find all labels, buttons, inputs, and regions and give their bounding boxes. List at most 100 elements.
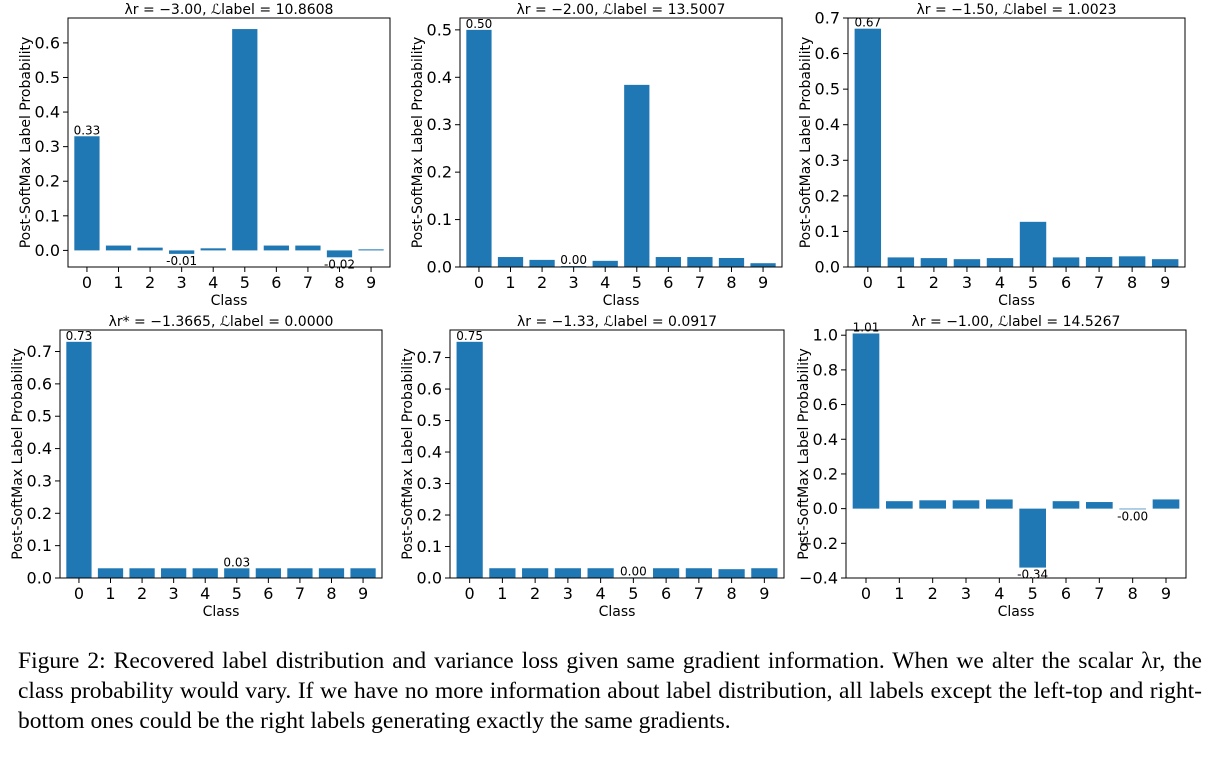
y-axis-label: Post-SoftMax Label Probability (798, 37, 814, 249)
chart-title: λr = −1.33, ℒlabel = 0.0917 (517, 314, 717, 330)
bar-class-3 (161, 568, 187, 578)
chart-title: λr* = −1.3665, ℒlabel = 0.0000 (109, 314, 334, 330)
x-tick-label: 2 (929, 273, 939, 292)
y-tick-label: 0.0 (417, 569, 442, 588)
y-tick-label: 0.4 (427, 68, 452, 87)
bar-class-6 (255, 568, 281, 578)
x-tick-label: 2 (145, 273, 155, 292)
bar-class-6 (655, 257, 681, 267)
x-tick-label: 5 (240, 273, 250, 292)
data-label: 1.01 (853, 320, 880, 334)
y-tick-label: 0.0 (35, 241, 60, 260)
x-tick-label: 4 (200, 584, 210, 603)
x-tick-label: 8 (726, 273, 736, 292)
bar-class-7 (1086, 502, 1113, 509)
data-label: 0.00 (560, 253, 587, 267)
x-tick-label: 4 (994, 584, 1004, 603)
x-tick-label: 0 (863, 273, 873, 292)
x-tick-label: 9 (366, 273, 376, 292)
x-tick-label: 1 (896, 273, 906, 292)
x-tick-label: 7 (303, 273, 313, 292)
x-tick-label: 8 (727, 584, 737, 603)
x-tick-label: 0 (861, 584, 871, 603)
x-tick-label: 9 (1161, 584, 1171, 603)
bar-class-0 (66, 341, 92, 578)
x-tick-label: 5 (1028, 584, 1038, 603)
data-label: -0.02 (324, 257, 355, 271)
chart-title: λr = −1.00, ℒlabel = 14.5267 (912, 314, 1121, 330)
bar-class-4 (592, 260, 618, 267)
bar-class-6 (263, 245, 289, 251)
bar-class-7 (295, 245, 321, 251)
y-tick-label: 0.5 (427, 20, 452, 39)
y-tick-label: 0.8 (813, 360, 838, 379)
y-tick-label: 0.3 (35, 137, 60, 156)
bar-class-7 (1085, 257, 1113, 267)
plot-frame (845, 329, 1187, 579)
y-tick-label: 0.1 (27, 536, 52, 555)
y-tick-label: 0.1 (35, 206, 60, 225)
y-tick-label: 0.2 (35, 172, 60, 191)
x-tick-label: 5 (632, 273, 642, 292)
y-tick-label: 0.4 (813, 430, 838, 449)
y-tick-label: 0.3 (417, 474, 442, 493)
x-tick-label: 8 (1127, 273, 1137, 292)
x-tick-label: 3 (563, 584, 573, 603)
y-tick-label: 0.0 (427, 258, 452, 277)
y-tick-label: 0.2 (417, 506, 442, 525)
x-axis-label: Class (203, 604, 240, 620)
y-tick-label: 0.0 (815, 258, 840, 277)
figure: λr = −3.00, ℒlabel = 10.8608 0.33 -0.01 -0.… (10, 0, 1187, 620)
plot-frame (67, 17, 391, 268)
x-tick-label: 6 (1061, 273, 1071, 292)
chart-5-svg: λr = −1.33, ℒlabel = 0.09170.750.000.00.… (400, 314, 785, 620)
x-tick-label: 1 (105, 584, 115, 603)
chart-panel-5: λr = −1.33, ℒlabel = 0.0917 0.75 0.00 0.0 0.… (400, 312, 785, 635)
x-tick-label: 2 (137, 584, 147, 603)
bar-class-1 (497, 257, 524, 267)
x-tick-label: 1 (505, 273, 515, 292)
y-tick-label: 0.0 (27, 569, 52, 588)
chart-2-svg: λr = −2.00, ℒlabel = 13.50070.500.000.00… (410, 2, 783, 309)
y-tick-label: 0.6 (27, 374, 52, 393)
bar-class-9 (751, 568, 778, 578)
x-tick-label: 6 (271, 273, 281, 292)
bar-class-8 (1118, 256, 1146, 267)
bar-class-9 (1152, 499, 1180, 509)
x-tick-label: 3 (569, 273, 579, 292)
y-tick-label: −0.4 (799, 569, 838, 588)
bar-class-2 (529, 259, 555, 267)
bar-class-8 (718, 257, 745, 267)
y-tick-label: 0.6 (813, 395, 838, 414)
y-axis-label: Post-SoftMax Label Probability (10, 348, 26, 560)
y-tick-label: 0.7 (815, 9, 840, 28)
bar-class-4 (192, 568, 218, 578)
y-tick-label: 0.5 (417, 411, 442, 430)
chart-4-svg: λr* = −1.3665, ℒlabel = 0.00000.730.030.… (10, 314, 383, 620)
x-tick-label: 6 (661, 584, 671, 603)
bar-class-3 (952, 500, 980, 509)
x-axis-label: Class (603, 293, 640, 309)
x-tick-label: 5 (232, 584, 242, 603)
bar-class-0 (74, 136, 100, 251)
x-tick-label: 9 (358, 584, 368, 603)
x-tick-label: 8 (326, 584, 336, 603)
x-axis-label: Class (998, 293, 1035, 309)
y-tick-label: 0.1 (427, 210, 452, 229)
bar-class-5 (624, 84, 650, 267)
x-tick-label: 4 (600, 273, 610, 292)
bar-class-7 (687, 257, 713, 267)
chart-panel-1: λr = −3.00, ℒlabel = 10.8608 0.33 -0.01 -0.… (18, 0, 397, 317)
y-tick-label: 0.2 (427, 163, 452, 182)
x-tick-label: 0 (474, 273, 484, 292)
bar-class-6 (1052, 257, 1080, 267)
x-tick-label: 3 (962, 273, 972, 292)
bar-class-5 (1019, 508, 1046, 568)
bar-class-2 (522, 568, 549, 578)
bar-class-1 (105, 245, 132, 251)
y-tick-label: 0.4 (35, 103, 60, 122)
chart-panel-6: λr = −1.00, ℒlabel = 14.5267 1.01 -0.34 -0.… (792, 312, 1192, 635)
bar-class-3 (169, 250, 195, 254)
data-label: 0.03 (223, 555, 250, 569)
x-tick-label: 9 (759, 584, 769, 603)
